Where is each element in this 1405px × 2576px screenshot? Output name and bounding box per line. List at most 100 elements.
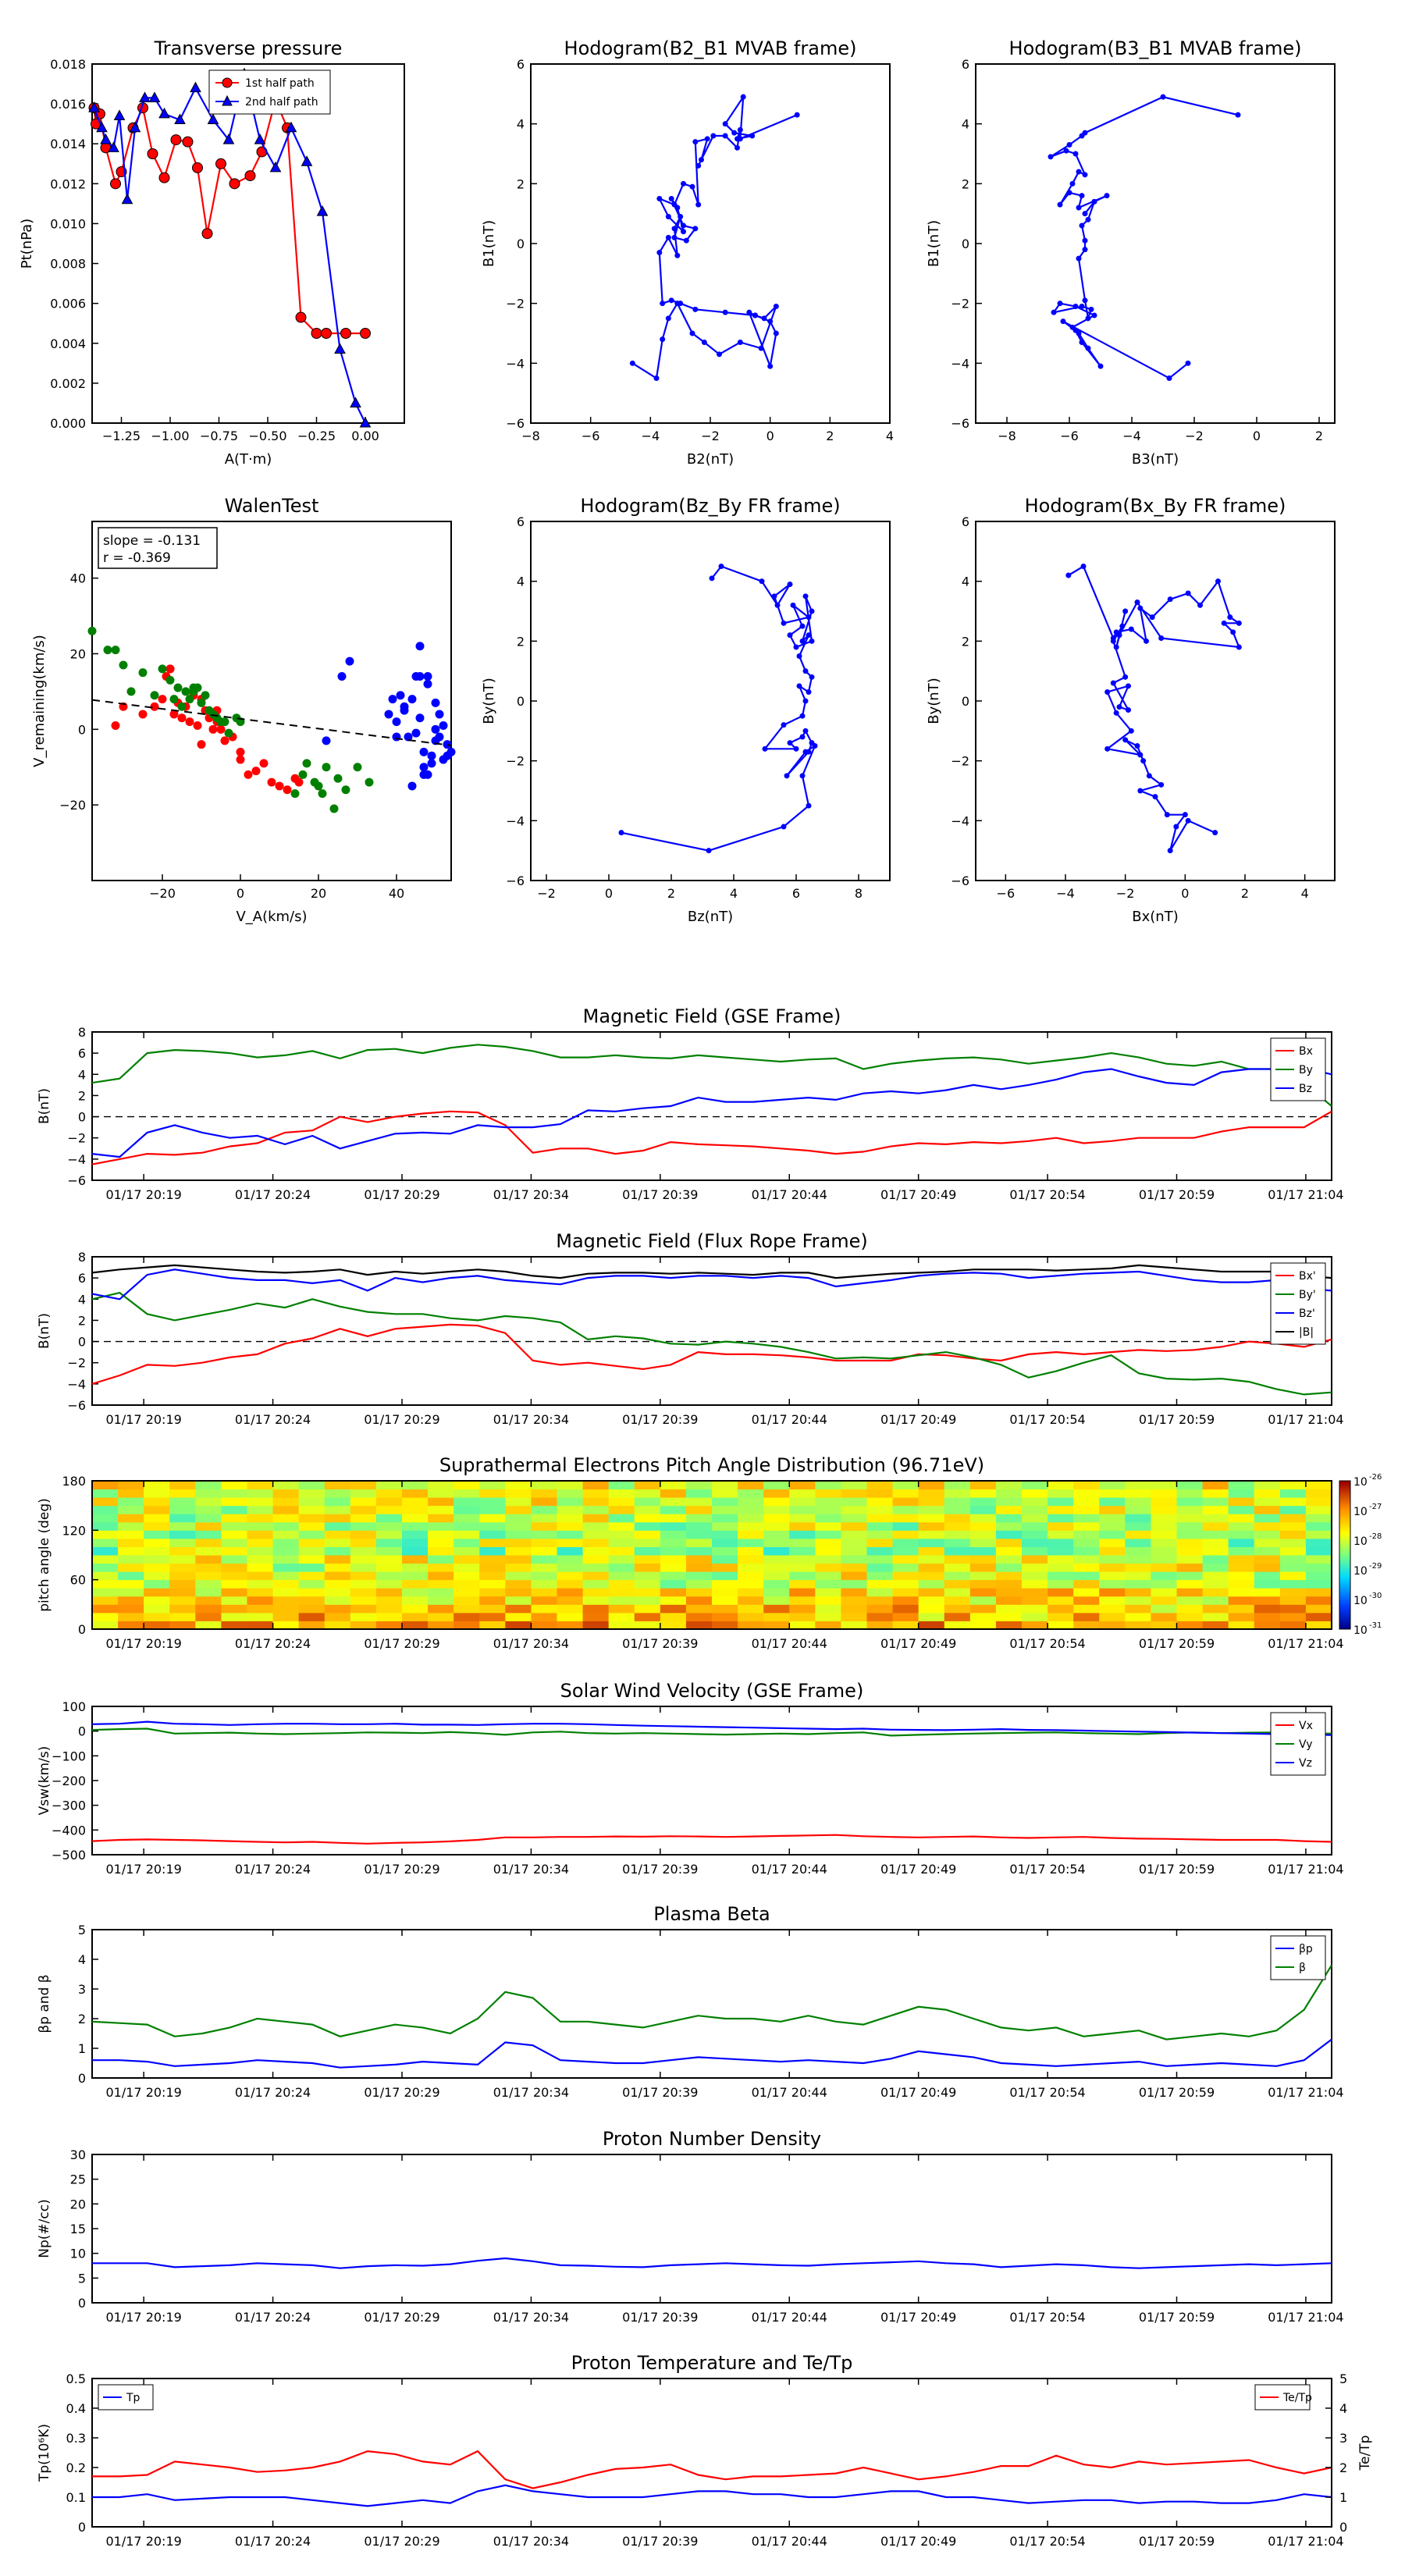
- heatmap-cell: [995, 1489, 1023, 1498]
- heatmap-cell: [1022, 1588, 1048, 1597]
- heatmap-cell: [92, 1530, 119, 1539]
- colorbar-cell: [1339, 1624, 1350, 1628]
- heatmap-cell: [505, 1505, 532, 1514]
- heatmap-cell: [685, 1579, 713, 1589]
- heatmap-cell: [324, 1555, 351, 1564]
- heatmap-cell: [118, 1521, 144, 1531]
- heatmap-cell: [995, 1621, 1023, 1630]
- scatter-point: [333, 774, 343, 783]
- y-tick-label: 0.018: [50, 57, 86, 72]
- data-point: [1212, 830, 1218, 836]
- heatmap-cell: [92, 1546, 119, 1556]
- heatmap-cell: [531, 1546, 557, 1556]
- data-point: [129, 121, 141, 133]
- heatmap-cell: [505, 1563, 532, 1572]
- heatmap-cell: [557, 1497, 584, 1507]
- data-point: [709, 575, 715, 582]
- heatmap-cell: [969, 1579, 997, 1589]
- time-tick-label: 01/17 20:29: [364, 1862, 439, 1877]
- heatmap-cell: [531, 1555, 557, 1564]
- heatmap-cell: [841, 1530, 867, 1539]
- heatmap-cell: [169, 1579, 196, 1589]
- colorbar-cell: [1339, 1589, 1350, 1592]
- heatmap-cell: [918, 1505, 945, 1514]
- series-line-Bz: [91, 1066, 1332, 1158]
- heatmap-cell: [505, 1530, 532, 1539]
- scatter-point: [138, 710, 148, 719]
- heatmap-cell: [247, 1481, 274, 1490]
- heatmap-cell: [454, 1612, 480, 1621]
- heatmap-cell: [1125, 1497, 1151, 1507]
- time-tick-label: 01/17 20:44: [752, 2534, 827, 2549]
- data-point: [1215, 578, 1221, 585]
- data-point: [668, 297, 674, 304]
- heatmap-cell: [375, 1612, 403, 1621]
- x-axis-label: B3(nT): [1132, 451, 1179, 468]
- heatmap-cell: [789, 1555, 816, 1564]
- y-tick-label: −2: [67, 1131, 86, 1146]
- heatmap-cell: [479, 1596, 506, 1605]
- heatmap-cell: [402, 1555, 429, 1564]
- heatmap-cell: [1048, 1612, 1074, 1621]
- heatmap-cell: [763, 1596, 790, 1605]
- heatmap-cell: [402, 1505, 429, 1514]
- scatter-point: [158, 695, 167, 704]
- time-tick-label: 01/17 20:54: [1009, 1862, 1085, 1877]
- heatmap-cell: [1022, 1555, 1048, 1564]
- legend-marker: [222, 94, 233, 106]
- x-tick-label: −6: [1060, 429, 1079, 443]
- heatmap-cell: [815, 1546, 841, 1556]
- heatmap-cell: [221, 1588, 247, 1597]
- heatmap-cell: [169, 1481, 196, 1490]
- time-tick-label: 01/17 20:19: [106, 1412, 182, 1427]
- scatter-point: [431, 736, 440, 745]
- data-point: [1051, 309, 1057, 315]
- heatmap-cell: [118, 1571, 144, 1581]
- heatmap-cell: [892, 1497, 919, 1507]
- scatter-point: [427, 759, 436, 768]
- y-tick-label: −4: [951, 813, 969, 828]
- scatter-point: [314, 781, 323, 791]
- data-point: [774, 602, 781, 608]
- heatmap-cell: [350, 1604, 377, 1614]
- heatmap-cell: [1073, 1481, 1100, 1490]
- heatmap-cell: [479, 1538, 506, 1547]
- time-tick-label: 01/17 20:34: [493, 2534, 569, 2549]
- data-point: [1227, 614, 1233, 621]
- heatmap-cell: [1228, 1555, 1255, 1564]
- plot-frame: [530, 521, 891, 881]
- heatmap-cell: [1202, 1571, 1229, 1581]
- scatter-point: [322, 736, 331, 745]
- scatter-point: [318, 789, 327, 799]
- heatmap-cell: [866, 1579, 894, 1589]
- heatmap-cell: [298, 1571, 325, 1581]
- heatmap-cell: [944, 1604, 971, 1614]
- chart-title: Solar Wind Velocity (GSE Frame): [560, 1680, 864, 1702]
- heatmap-cell: [944, 1596, 971, 1605]
- data-point: [771, 593, 777, 600]
- data-point: [1057, 301, 1063, 307]
- heatmap-cell: [944, 1530, 971, 1539]
- heatmap-cell: [1305, 1621, 1332, 1630]
- heatmap-cell: [221, 1596, 247, 1605]
- heatmap-cell: [454, 1497, 480, 1507]
- data-point: [1137, 752, 1144, 758]
- heatmap-cell: [1202, 1596, 1229, 1605]
- time-tick-label: 01/17 20:24: [235, 1187, 311, 1202]
- y-tick-label: −4: [67, 1377, 86, 1392]
- colorbar-cell: [1339, 1570, 1350, 1573]
- time-tick-label: 01/17 20:44: [752, 1636, 827, 1651]
- heatmap-cell: [608, 1489, 635, 1498]
- y-tick-label: 0.010: [50, 216, 86, 231]
- plot-frame: [975, 63, 1336, 424]
- heatmap-cell: [195, 1555, 222, 1564]
- heatmap-cell: [557, 1546, 584, 1556]
- data-point: [704, 136, 710, 142]
- heatmap-cell: [738, 1579, 764, 1589]
- time-tick-label: 01/17 20:39: [622, 2310, 698, 2325]
- time-tick-label: 01/17 20:19: [106, 1636, 182, 1651]
- heatmap-cell: [118, 1505, 144, 1514]
- data-point: [1079, 193, 1085, 199]
- x-axis-label: V_A(km/s): [236, 909, 307, 925]
